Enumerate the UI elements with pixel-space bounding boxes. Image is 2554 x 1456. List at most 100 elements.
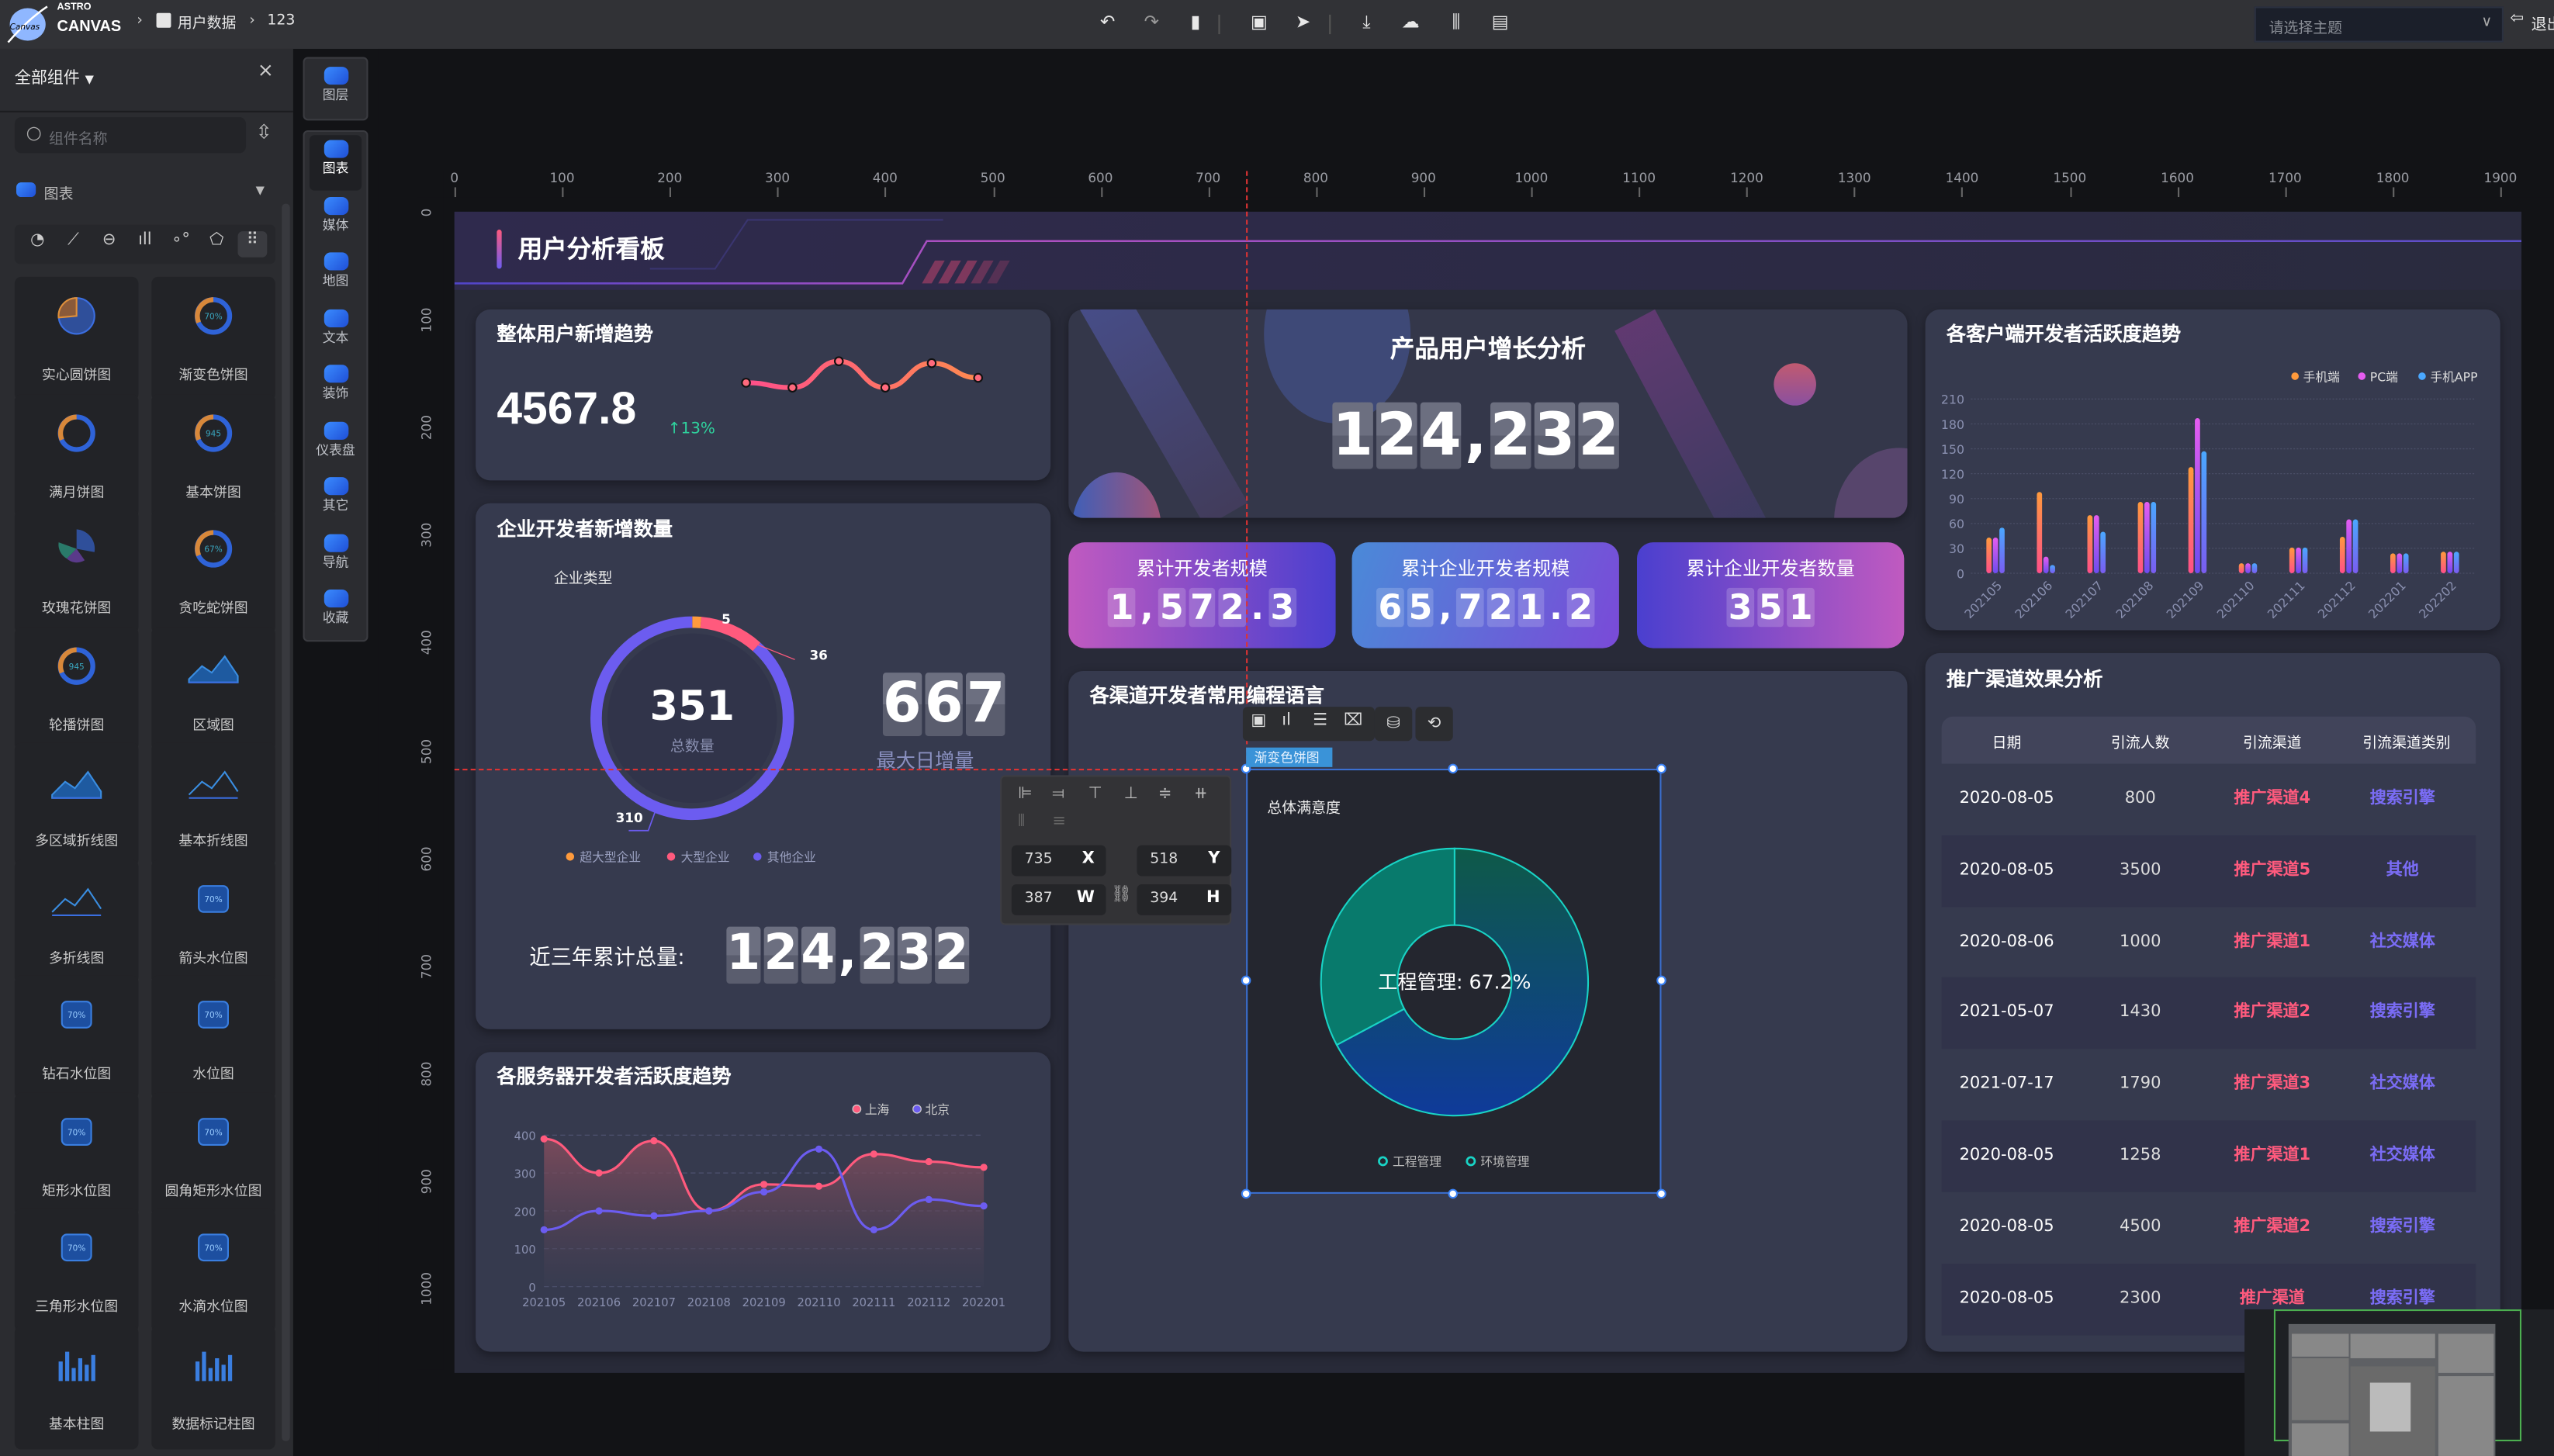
resize-handle-s[interactable] (1448, 1189, 1458, 1199)
minimap[interactable] (2244, 1309, 2554, 1456)
component-card-water[interactable]: 70%箭头水位图 (151, 859, 275, 983)
water-filter-icon[interactable]: ⊖ (95, 231, 124, 258)
bar-chart-icon[interactable]: ıl (1282, 711, 1291, 729)
tooltip-chart-icon[interactable]: ⌧ (1344, 711, 1362, 729)
component-card-water[interactable]: 70%水滴水位图 (151, 1209, 275, 1333)
resize-handle-w[interactable] (1241, 976, 1251, 986)
iconbar-item-3[interactable]: 文本 (310, 304, 362, 359)
exit-button[interactable]: 退出 (2532, 12, 2554, 34)
undo-icon[interactable]: ↶ (1096, 12, 1119, 34)
theme-select[interactable]: 请选择主题 ∨ (2255, 6, 2504, 42)
astro-canvas-logo[interactable]: Canvas (5, 3, 50, 46)
line-filter-icon[interactable]: ⟋ (59, 231, 88, 258)
collapse-all-icon[interactable]: ⇳ (256, 120, 272, 143)
category-chart-header[interactable]: 图表 ▼ (0, 175, 287, 213)
component-card-water[interactable]: 70%矩形水位图 (15, 1092, 139, 1216)
export-icon[interactable]: ▤ (1489, 12, 1511, 34)
resize-handle-e[interactable] (1656, 976, 1666, 986)
trend-card[interactable]: 整体用户新增趋势 4567.8 ↑13% (476, 310, 1050, 480)
iconbar-item-2[interactable]: 地图 (310, 247, 362, 303)
align-right-icon[interactable]: ⫤ (1052, 785, 1064, 803)
panel-scrollbar[interactable] (282, 203, 289, 1441)
breadcrumb-project[interactable]: 用户数据 (178, 12, 237, 33)
component-card-ring[interactable]: 满月饼图 (15, 393, 139, 517)
iconbar-item-6[interactable]: 其它 (310, 472, 362, 527)
close-panel-icon[interactable]: × (258, 59, 274, 81)
switch-component-icon[interactable]: ⟲ (1415, 707, 1452, 741)
column-header-date[interactable]: 日期 (1942, 731, 2072, 752)
component-search-input[interactable]: ○ 组件名称 (15, 117, 246, 153)
bar-filter-icon[interactable]: ıll (130, 231, 160, 258)
align-top-icon[interactable]: ⊤ (1088, 785, 1102, 803)
resize-handle-n[interactable] (1448, 764, 1458, 774)
align-bottom-icon[interactable]: ⊥ (1124, 785, 1138, 803)
align-vcenter-icon[interactable]: ≑ (1158, 785, 1172, 803)
layers-panel-button[interactable]: 图层 (303, 57, 369, 120)
iconbar-item-4[interactable]: 装饰 (310, 360, 362, 415)
column-header-channel[interactable]: 引流渠道 (2207, 731, 2338, 752)
component-card-water[interactable]: 70%钻石水位图 (15, 976, 139, 1100)
selected-component-donut[interactable]: 总体满意度 工程管理: 67.2%工程管理环境管理 (1246, 769, 1661, 1194)
iconbar-item-8[interactable]: 收藏 (310, 585, 362, 640)
component-card-water[interactable]: 70%水位图 (151, 976, 275, 1100)
resize-handle-se[interactable] (1656, 1189, 1666, 1199)
iconbar-item-1[interactable]: 媒体 (310, 192, 362, 247)
scatter-filter-icon[interactable]: ∘° (166, 231, 196, 258)
upload-icon[interactable]: ☁ (1399, 12, 1421, 34)
component-card-bar[interactable]: 数据标记柱图 (151, 1325, 275, 1449)
all-filter-icon[interactable]: ⠿ (238, 231, 268, 258)
list-icon[interactable]: ☰ (1313, 711, 1327, 729)
breadcrumb-page[interactable]: 123 (267, 13, 295, 29)
publish-icon[interactable]: ➤ (1292, 12, 1314, 34)
resize-handle-sw[interactable] (1241, 1189, 1251, 1199)
component-card-line[interactable]: 多折线图 (15, 859, 139, 983)
preview-icon[interactable]: ▣ (1248, 12, 1270, 34)
download-icon[interactable]: ⤓ (1355, 12, 1378, 34)
link-ratio-icon[interactable]: ⛓ (1111, 886, 1132, 904)
component-scope-dropdown[interactable]: 全部组件 ▼ (15, 64, 94, 88)
component-card-bar[interactable]: 基本柱图 (15, 1325, 139, 1449)
component-card-ring[interactable]: 70%渐变色饼图 (151, 277, 275, 401)
align-hcenter-icon[interactable]: ⧺ (1194, 785, 1208, 803)
iconbar-item-5[interactable]: 仪表盘 (310, 416, 362, 471)
component-card-water[interactable]: 70%圆角矩形水位图 (151, 1092, 275, 1216)
component-card-water[interactable]: 70%三角形水位图 (15, 1209, 139, 1333)
component-card-area[interactable]: 区域图 (151, 626, 275, 750)
pie-filter-icon[interactable]: ◔ (22, 231, 52, 258)
save-icon[interactable]: ▮ (1184, 12, 1206, 34)
component-card-rose[interactable]: 玫瑰花饼图 (15, 510, 139, 634)
iconbar-item-7[interactable]: 导航 (310, 528, 362, 583)
radar-filter-icon[interactable]: ⬠ (202, 231, 231, 258)
component-card-ring[interactable]: 67%贪吃蛇饼图 (151, 510, 275, 634)
component-card-line[interactable]: 基本折线图 (151, 742, 275, 866)
align-left-icon[interactable]: ⊫ (1018, 785, 1032, 803)
settings-sliders-icon[interactable]: ⫼ (1445, 12, 1467, 34)
component-card-pie[interactable]: 实心圆饼图 (15, 277, 139, 401)
resize-handle-ne[interactable] (1656, 764, 1666, 774)
background-image-icon[interactable]: ▣ (1251, 711, 1266, 729)
database-icon[interactable]: ⛁ (1375, 707, 1412, 741)
distribute-vertical-icon[interactable]: ≡ (1052, 813, 1066, 831)
column-header-visitors[interactable]: 引流人数 (2075, 731, 2206, 752)
redo-icon[interactable]: ↷ (1140, 12, 1163, 34)
